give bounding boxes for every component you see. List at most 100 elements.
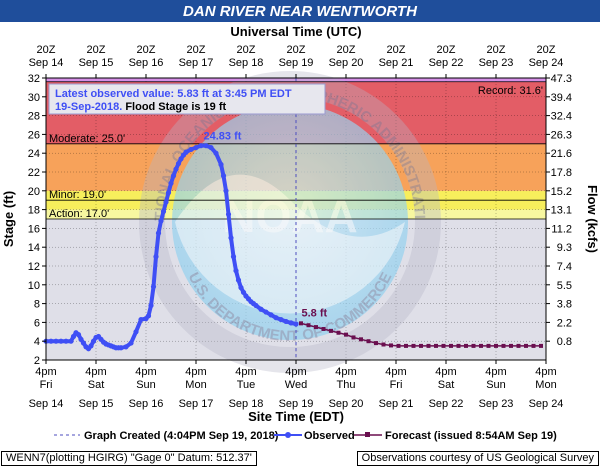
forecast-point xyxy=(404,343,408,348)
y-tick-label: 32 xyxy=(28,73,40,85)
observed-point xyxy=(288,320,294,326)
y-tick-label: 8 xyxy=(34,299,40,311)
edt-tick-day: Mon xyxy=(185,379,206,391)
edt-tick-time: 4pm xyxy=(385,366,406,378)
edt-tick-day: Sat xyxy=(438,379,455,391)
observed-point xyxy=(68,338,74,344)
forecast-point xyxy=(441,343,446,348)
edt-tick-date: Sep 17 xyxy=(179,398,214,410)
threshold-label: Minor: 19.0' xyxy=(49,189,106,201)
observed-point xyxy=(218,161,224,168)
utc-tick-date: Sep 17 xyxy=(179,57,214,69)
observed-point xyxy=(225,211,232,217)
forecast-point xyxy=(351,335,356,340)
observed-point xyxy=(258,306,264,312)
utc-tick-date: Sep 19 xyxy=(279,57,314,69)
flow-tick-label: 15.2 xyxy=(551,186,572,198)
observed-point xyxy=(198,143,204,149)
forecast-point xyxy=(471,343,476,348)
utc-tick-date: Sep 15 xyxy=(79,57,114,69)
footer-observations-credit: Observations courtesy of US Geological S… xyxy=(356,451,599,466)
forecast-point xyxy=(411,343,416,348)
edt-tick-time: 4pm xyxy=(285,366,306,378)
threshold-label: Action: 17.0' xyxy=(49,208,109,220)
edt-tick-date: Sep 22 xyxy=(429,398,464,410)
edt-tick-day: Fri xyxy=(390,379,403,391)
right-axis-title: Flow (kcfs) xyxy=(585,185,600,253)
observed-point xyxy=(188,146,194,153)
forecast-point xyxy=(509,343,513,348)
observed-point xyxy=(150,284,157,290)
forecast-point xyxy=(336,330,341,335)
observed-point xyxy=(173,166,179,172)
forecast-point xyxy=(434,343,438,348)
y-tick-label: 2 xyxy=(34,355,40,367)
observed-point xyxy=(155,230,162,236)
forecast-point xyxy=(449,343,453,348)
utc-tick-time: 20Z xyxy=(187,44,206,56)
flow-tick-label: 47.3 xyxy=(551,73,572,85)
observed-point xyxy=(123,344,129,350)
annotations: 24.83 ft 5.8 ft xyxy=(204,131,328,320)
observed-point xyxy=(48,338,54,344)
observed-series xyxy=(43,143,299,352)
legend-forecast-marker xyxy=(365,432,370,437)
forecast-point xyxy=(321,326,326,331)
flow-tick-label: 26.3 xyxy=(551,129,572,141)
forecast-point xyxy=(374,341,378,346)
edt-tick-date: Sep 23 xyxy=(479,398,514,410)
observed-point xyxy=(53,338,59,344)
latest-observed-date: 19-Sep-2018. xyxy=(55,101,122,113)
observed-point xyxy=(58,338,64,344)
forecast-point xyxy=(381,342,386,347)
y-tick-label: 30 xyxy=(28,92,40,104)
observed-point xyxy=(253,302,259,309)
utc-tick-date: Sep 23 xyxy=(479,57,514,69)
flow-tick-label: 2.2 xyxy=(557,317,572,329)
edt-tick-day: Mon xyxy=(535,379,556,391)
footer-gage-datum: WENN7(plotting HGIRG) "Gage 0" Datum: 51… xyxy=(1,451,257,466)
utc-tick-date: Sep 16 xyxy=(129,57,164,69)
edt-tick-date: Sep 18 xyxy=(229,398,264,410)
top-axis-title: Universal Time (UTC) xyxy=(230,24,361,39)
observed-point xyxy=(183,149,189,155)
forecast-point xyxy=(366,339,371,344)
edt-tick-date: Sep 24 xyxy=(529,398,564,410)
svg-text:19-Sep-2018. Flood Stage is 19: 19-Sep-2018. Flood Stage is 19 ft xyxy=(55,101,227,113)
legend-graph-created-label: Graph Created (4:04PM Sep 19, 2018) xyxy=(84,430,279,442)
utc-tick-time: 20Z xyxy=(487,44,506,56)
utc-tick-time: 20Z xyxy=(537,44,556,56)
peak-label: 24.83 ft xyxy=(204,131,242,143)
y-tick-label: 14 xyxy=(28,242,40,254)
edt-tick-time: 4pm xyxy=(335,366,356,378)
edt-tick-date: Sep 20 xyxy=(329,398,364,410)
forecast-point xyxy=(486,343,491,348)
edt-tick-date: Sep 19 xyxy=(279,398,314,410)
legend-observed-label: Observed xyxy=(304,430,355,442)
latest-observed-box: Latest observed value: 5.83 ft at 3:45 P… xyxy=(48,83,326,115)
observed-point xyxy=(163,199,169,205)
forecast-point xyxy=(359,337,363,342)
observed-point xyxy=(208,144,214,151)
edt-tick-date: Sep 14 xyxy=(29,398,64,410)
forecast-point xyxy=(479,343,483,348)
flow-tick-label: 17.8 xyxy=(551,167,572,179)
observed-point xyxy=(145,313,152,319)
observed-point xyxy=(213,150,219,156)
utc-tick-date: Sep 14 xyxy=(29,57,64,69)
y-tick-label: 20 xyxy=(28,186,40,198)
noaa-watermark-center: NOAA xyxy=(222,190,357,242)
observed-point xyxy=(75,332,82,338)
y-tick-label: 18 xyxy=(28,205,40,217)
observed-point xyxy=(170,173,177,179)
edt-tick-time: 4pm xyxy=(235,366,256,378)
forecast-point xyxy=(516,343,521,348)
forecast-point xyxy=(426,343,431,348)
utc-tick-date: Sep 22 xyxy=(429,57,464,69)
utc-tick-date: Sep 20 xyxy=(329,57,364,69)
flow-tick-label: 3.8 xyxy=(557,299,572,311)
observed-point xyxy=(90,338,97,344)
observed-point xyxy=(223,188,229,194)
edt-tick-time: 4pm xyxy=(185,366,206,378)
observed-point xyxy=(128,340,134,346)
